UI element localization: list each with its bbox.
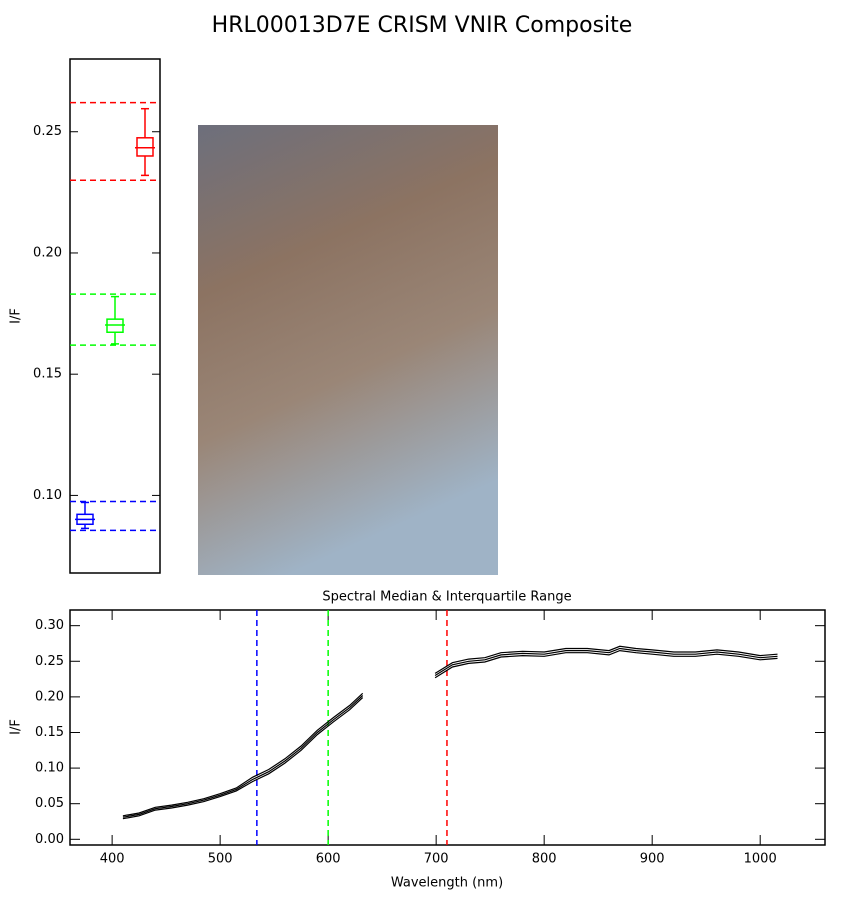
y-tick-label: 0.25 — [35, 654, 64, 669]
y-tick-label: 0.10 — [33, 488, 62, 503]
plot-frame — [69, 58, 161, 574]
y-tick-label: 0.20 — [35, 689, 64, 704]
x-tick-label: 700 — [424, 852, 449, 867]
y-tick-label: 0.05 — [35, 796, 64, 811]
y-axis-label: I/F — [9, 308, 24, 324]
box — [136, 137, 154, 157]
spectrum-line — [122, 645, 778, 817]
y-tick-label: 0.15 — [33, 367, 62, 382]
y-axis-label: I/F — [9, 719, 24, 735]
x-axis-label: Wavelength (nm) — [391, 876, 503, 891]
x-tick-label: 500 — [208, 852, 233, 867]
chart-title: Spectral Median & Interquartile Range — [322, 590, 571, 605]
x-tick-label: 800 — [532, 852, 557, 867]
x-tick-label: 400 — [100, 852, 125, 867]
y-tick-label: 0.25 — [33, 124, 62, 139]
y-tick-label: 0.15 — [35, 725, 64, 740]
x-tick-label: 600 — [316, 852, 341, 867]
y-tick-label: 0.00 — [35, 832, 64, 847]
spectrum-line — [122, 647, 778, 818]
figure-title: HRL00013D7E CRISM VNIR Composite — [212, 13, 633, 38]
composite-image — [198, 125, 498, 575]
y-tick-label: 0.20 — [33, 245, 62, 260]
y-tick-label: 0.10 — [35, 761, 64, 776]
x-tick-label: 1000 — [744, 852, 777, 867]
x-tick-label: 900 — [640, 852, 665, 867]
y-tick-label: 0.30 — [35, 618, 64, 633]
spectrum-line — [122, 649, 778, 820]
